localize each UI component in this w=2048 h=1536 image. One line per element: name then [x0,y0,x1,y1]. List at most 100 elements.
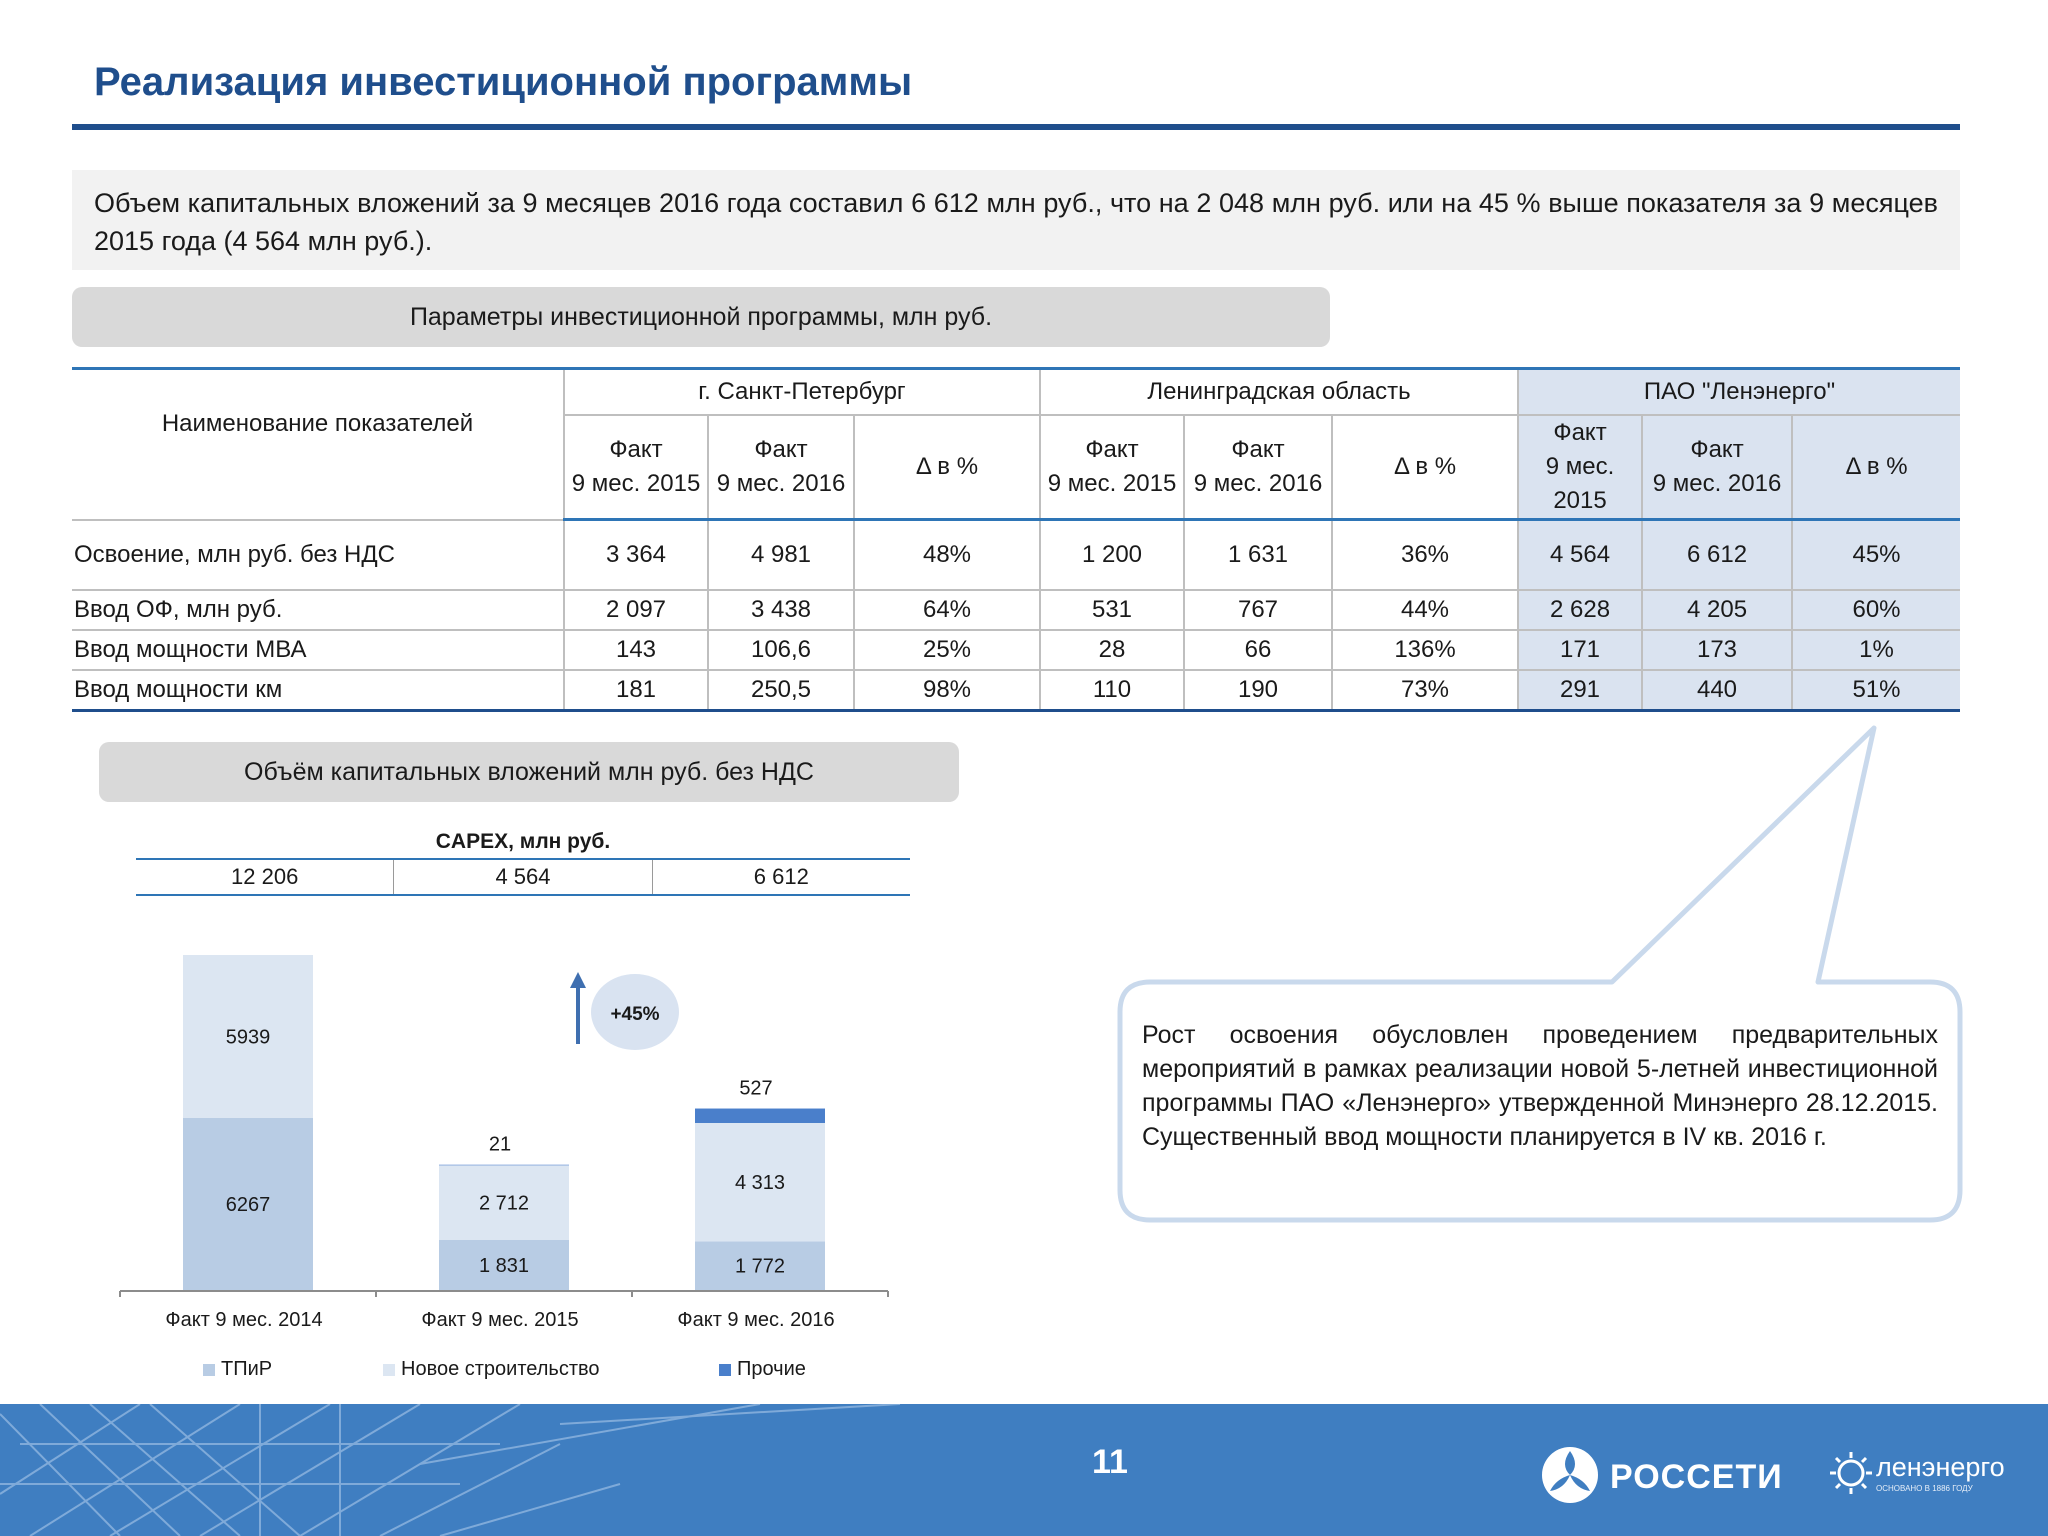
legend-item-tpir: ТПиР [203,1358,272,1381]
legend-item-new-construction: Новое строительство [383,1358,600,1381]
table-cell: 45% [1791,519,1961,591]
bar-segment [695,1241,825,1290]
x-tick-label: Факт 9 мес. 2015 [421,1309,578,1331]
lenenergo-tagline: ОСНОВАНО В 1886 ГОДУ [1876,1484,1973,1493]
bar-value-label: 1 772 [735,1256,785,1278]
name-header: Наименование показателей [72,367,564,521]
sub-header: Факт 9 мес. 2015 [563,415,708,521]
table-cell: 6 612 [1641,519,1793,591]
table-cell: 291 [1517,670,1643,712]
table-cell: 1 200 [1039,519,1184,591]
table-row: Ввод ОФ, млн руб. 2 097 3 438 64% 531 76… [72,590,1961,631]
capex-table-title: CAPEX, млн руб. [435,830,611,853]
bar-value-label: 6267 [226,1194,271,1216]
table-cell: 136% [1330,630,1519,671]
row-label: Ввод мощности км [72,670,564,712]
growth-badge: +45% [610,1004,659,1025]
bar-segment [439,1165,569,1240]
row-label: Ввод ОФ, млн руб. [72,590,564,631]
table-cell: 143 [563,630,708,671]
region-header-lo: Ленинградская область [1038,367,1519,416]
table-cell: 60% [1791,590,1961,631]
bar-segment [439,1239,569,1290]
table-cell: 181 [563,670,708,712]
table-cell: 2 628 [1517,590,1643,631]
bar-value-label: 527 [739,1078,772,1100]
x-tick-label: Факт 9 мес. 2016 [677,1309,834,1331]
bar-value-label: 5939 [226,1026,271,1048]
sub-header: Δ в % [853,415,1040,521]
bar-value-label: 2 712 [479,1193,529,1215]
lenenergo-logo-text: ленэнерго [1876,1452,2005,1482]
bar-value-label: 21 [489,1134,511,1156]
legend-swatch [203,1363,215,1376]
table-cell: 48% [853,519,1040,591]
x-tick-label: Факт 9 мес. 2014 [165,1309,322,1331]
lenenergo-logo-icon [1830,1452,1872,1494]
bar-segment [695,1122,825,1242]
table-cell: 767 [1183,590,1332,631]
table-cell: 3 364 [563,519,708,591]
capex-value: 6 612 [651,860,910,894]
row-label: Освоение, млн руб. без НДС [72,519,564,591]
table-cell: 2 097 [563,590,708,631]
bar-value-label: 1 831 [479,1255,529,1277]
legend-swatch [383,1363,395,1376]
table-cell: 66 [1183,630,1332,671]
table-cell: 98% [853,670,1040,712]
legend-label: Прочие [737,1358,806,1380]
table-cell: 1% [1791,630,1961,671]
params-section-label: Параметры инвестиционной программы, млн … [72,287,1330,347]
table-cell: 3 438 [707,590,854,631]
capex-section-label: Объём капитальных вложений млн руб. без … [99,742,959,802]
bar-segment [183,1117,313,1290]
rosseti-logo-icon [1542,1447,1598,1503]
table-cell: 73% [1330,670,1519,712]
table-cell: 171 [1517,630,1643,671]
table-cell: 173 [1641,630,1793,671]
bar-segment [695,1108,825,1123]
params-table: Наименование показателей г. Санкт-Петерб… [72,367,1961,712]
legend-label: Новое строительство [401,1358,600,1380]
table-row: Ввод мощности МВА 143 106,6 25% 28 66 13… [72,630,1961,671]
callout-text: Рост освоения обусловлен проведением пре… [1142,1021,1938,1151]
page-number: 11 [1092,1443,1128,1481]
callout-bubble [1117,725,1963,1223]
legend-swatch [719,1363,731,1376]
sub-header: Факт 9 мес. 2015 [1039,415,1184,521]
sub-header: Факт 9 мес. 2016 [1641,415,1793,521]
bar-value-label: 4 313 [735,1172,785,1194]
table-cell: 440 [1641,670,1793,712]
legend-label: ТПиР [221,1358,273,1380]
table-cell: 36% [1330,519,1519,591]
table-cell: 1 631 [1183,519,1332,591]
region-header-spb: г. Санкт-Петербург [563,367,1040,416]
title-underline [72,124,1960,130]
page-title: Реализация инвестиционной программы [94,60,913,104]
table-cell: 190 [1183,670,1332,712]
table-cell: 28 [1039,630,1184,671]
table-cell: 64% [853,590,1040,631]
table-cell: 250,5 [707,670,854,712]
table-row: Ввод мощности км 181 250,5 98% 110 190 7… [72,670,1961,712]
bar-segment [183,955,313,1118]
rosseti-logo-text: РОССЕТИ [1610,1458,1783,1496]
table-cell: 106,6 [707,630,854,671]
growth-arrowhead-icon [570,972,586,988]
pylon-pattern-icon [0,1404,901,1536]
sub-header: Δ в % [1330,415,1519,521]
table-cell: 4 205 [1641,590,1793,631]
growth-badge-bg [591,974,679,1050]
sub-header: Факт 9 мес. 2015 [1517,415,1643,521]
capex-value: 4 564 [393,860,651,894]
sub-header: Факт 9 мес. 2016 [1183,415,1332,521]
legend-item-other: Прочие [719,1358,806,1381]
table-cell: 531 [1039,590,1184,631]
table-cell: 25% [853,630,1040,671]
sub-header: Факт 9 мес. 2016 [707,415,854,521]
row-label: Ввод мощности МВА [72,630,564,671]
summary-box: Объем капитальных вложений за 9 месяцев … [72,170,1960,270]
table-row: Освоение, млн руб. без НДС 3 364 4 981 4… [72,519,1961,591]
bar-segment [439,1164,569,1166]
